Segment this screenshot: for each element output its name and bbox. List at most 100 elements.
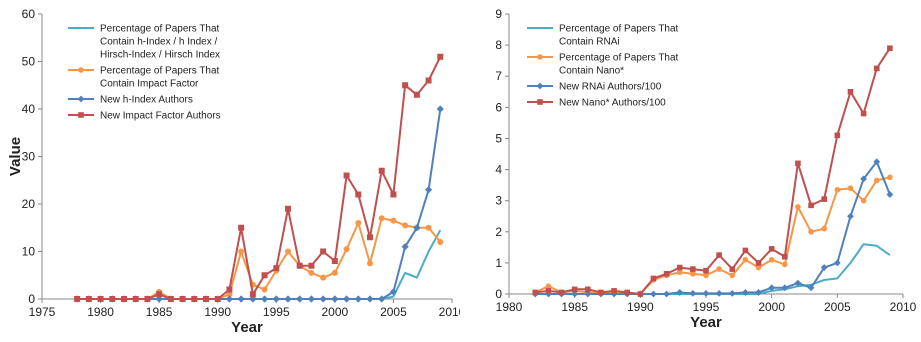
data-point: [755, 260, 762, 266]
y-tick-label: 40: [22, 102, 36, 116]
data-point: [121, 296, 127, 302]
data-point: [390, 191, 397, 198]
x-tick-label: 1990: [627, 300, 654, 314]
data-point: [768, 284, 776, 292]
series-4: [532, 45, 893, 297]
data-point: [821, 196, 827, 202]
chart-rnai-nano-svg: 0 1 2 3 4 5 6 7 8 9 1980 1985 1990 1995 2000 2005 2010 Ye…: [495, 7, 916, 331]
x-tick-label: 1985: [561, 300, 588, 314]
data-point: [144, 296, 151, 302]
x-tick-label: 1990: [204, 305, 231, 319]
data-point: [402, 222, 409, 229]
series-1: [535, 243, 891, 295]
data-point: [650, 275, 657, 282]
legend-label: New Impact Factor Authors: [100, 111, 221, 122]
data-point: [437, 53, 444, 60]
data-point: [873, 65, 880, 72]
legend-swatch-marker: [77, 95, 85, 103]
x-tick-label: 2005: [380, 305, 407, 319]
data-point: [389, 288, 398, 296]
legend: Percentage of Papers That Contain RNAi Per…: [527, 24, 679, 109]
data-point: [342, 295, 351, 303]
series-3: [73, 105, 444, 303]
data-point: [782, 253, 788, 260]
data-point: [225, 295, 234, 303]
data-point: [742, 256, 749, 263]
x-tick-label: 2000: [758, 300, 785, 314]
y-tick-label: 4: [495, 163, 502, 177]
data-point: [285, 248, 291, 255]
data-point: [663, 270, 670, 277]
data-point: [261, 286, 268, 293]
x-axis-title: Year: [690, 314, 722, 331]
y-tick-label: 9: [495, 7, 502, 21]
y-tick-label: 0: [28, 292, 35, 306]
data-point: [132, 296, 139, 302]
x-tick-label: 1980: [496, 300, 523, 314]
data-point: [320, 248, 327, 255]
data-point: [425, 224, 432, 231]
data-point: [729, 266, 736, 272]
data-point: [860, 110, 867, 117]
data-point: [85, 296, 92, 302]
data-point: [390, 217, 397, 224]
data-point: [716, 266, 722, 272]
series-line: [77, 217, 442, 300]
data-point: [545, 288, 552, 294]
data-point: [308, 262, 315, 269]
y-tick-label: 30: [22, 150, 36, 164]
data-point: [238, 248, 245, 255]
series-2: [532, 174, 893, 297]
data-point: [887, 45, 893, 52]
data-point: [273, 265, 280, 272]
data-point: [808, 202, 814, 209]
data-point: [214, 296, 221, 302]
series-line: [535, 47, 891, 295]
series-line: [77, 108, 442, 300]
data-point: [343, 172, 350, 179]
data-point: [676, 269, 683, 276]
data-point: [794, 279, 802, 287]
x-tick-label: 2000: [322, 305, 349, 319]
x-tick-label: 2010: [439, 305, 460, 319]
legend-swatch-marker: [536, 82, 544, 90]
data-point: [367, 260, 373, 267]
series-3: [531, 158, 894, 298]
data-point: [437, 239, 444, 245]
data-point: [703, 267, 709, 274]
data-point: [703, 272, 709, 279]
series-4: [74, 53, 444, 302]
y-axis-title: Value: [7, 137, 24, 176]
data-point: [156, 291, 163, 298]
data-point: [728, 289, 736, 297]
data-point: [425, 77, 432, 84]
data-point: [401, 243, 409, 251]
x-tick-label: 1995: [693, 300, 720, 314]
x-tick-label: 1995: [263, 305, 290, 319]
data-point: [366, 295, 374, 303]
y-tick-label: 3: [495, 194, 502, 208]
x-tick-label: 1985: [146, 305, 173, 319]
data-point: [532, 289, 539, 296]
x-axis-title: Year: [231, 319, 263, 336]
legend-swatch-marker: [537, 99, 543, 105]
data-point: [354, 295, 362, 303]
data-point: [355, 220, 362, 226]
data-point: [308, 269, 315, 276]
data-point: [860, 175, 867, 183]
y-tick-label: 5: [495, 131, 502, 145]
data-point: [331, 295, 339, 303]
data-point: [663, 290, 670, 298]
data-point: [355, 191, 362, 198]
y-tick-label: 6: [495, 100, 502, 114]
data-point: [598, 289, 604, 296]
data-point: [97, 296, 104, 302]
data-point: [676, 264, 683, 271]
data-point: [782, 261, 788, 268]
data-point: [74, 296, 81, 302]
legend-swatch-marker: [78, 67, 84, 73]
data-point: [296, 262, 303, 269]
data-point: [742, 247, 749, 254]
data-point: [702, 289, 710, 297]
data-point: [676, 289, 684, 296]
